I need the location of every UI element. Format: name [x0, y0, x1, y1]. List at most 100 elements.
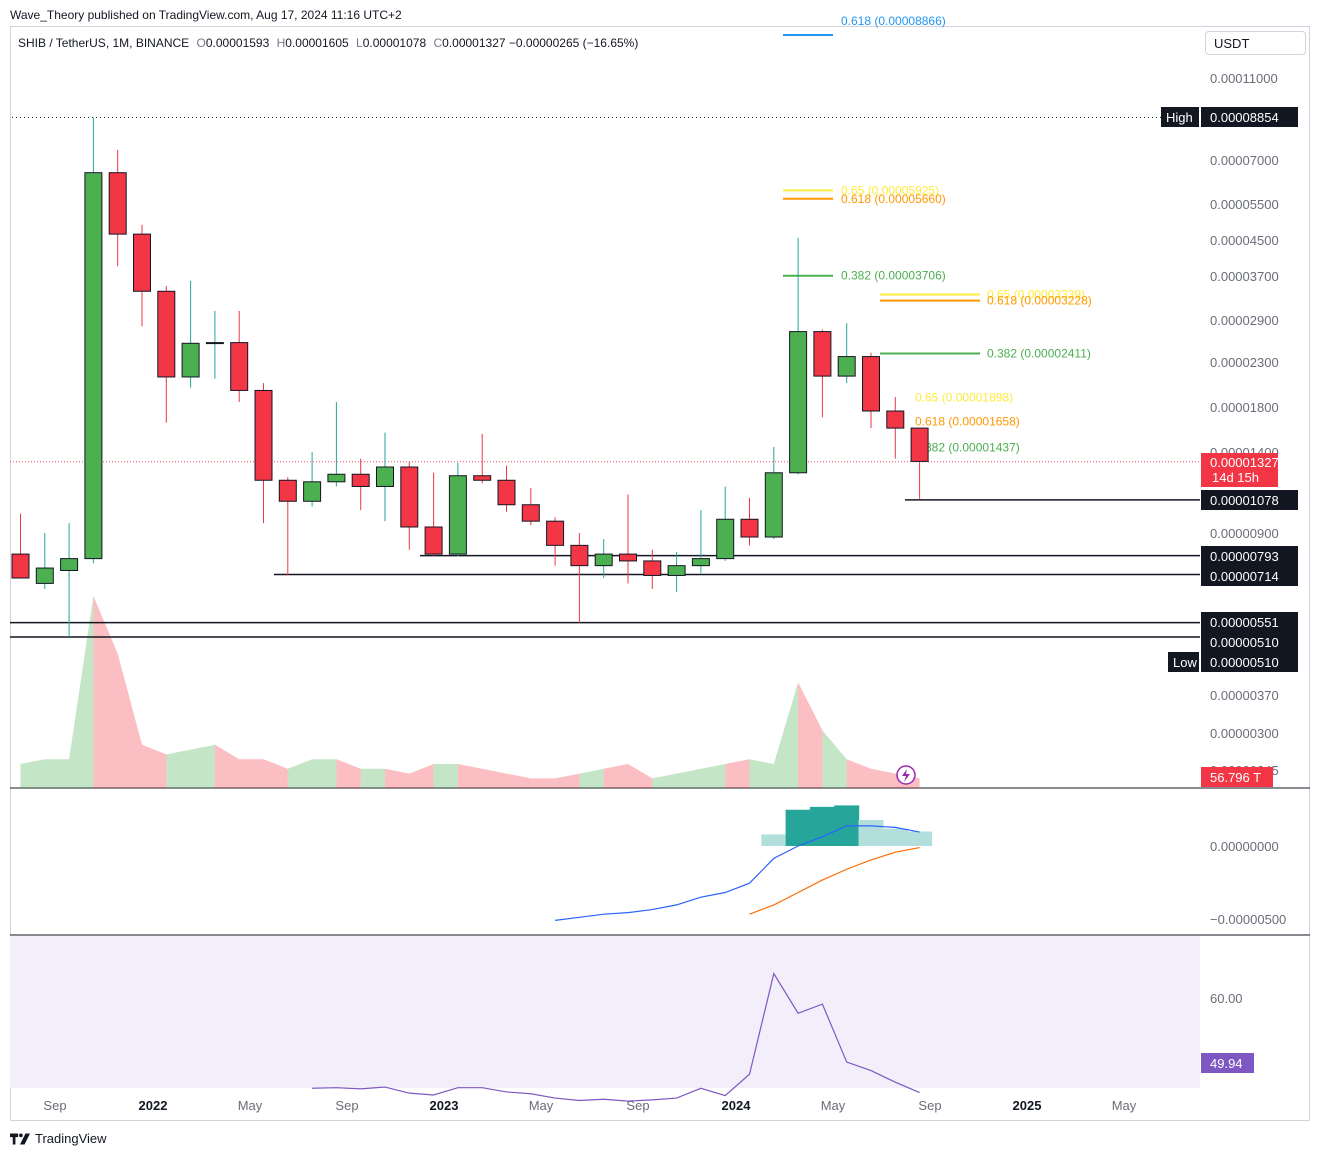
price-badge [1201, 632, 1298, 652]
volume-area-segment [482, 768, 507, 788]
volume-area-segment [530, 778, 556, 788]
candle-body [133, 233, 151, 292]
candle-body [691, 558, 710, 567]
volume-area-segment [822, 730, 847, 788]
price-axis-tick: 0.00005500 [1210, 197, 1279, 212]
fib-level-label: 0.65 (0.00003339) [987, 288, 1085, 302]
price-axis-tick: 0.00000900 [1210, 526, 1279, 541]
candle-body [546, 520, 565, 546]
fib-level-label: 0.382 (0.00002411) [987, 346, 1091, 360]
price-axis-tick: 0.00003700 [1210, 269, 1279, 284]
chart-frame [10, 26, 1310, 1121]
volume-area-segment [239, 759, 264, 788]
price-badge-label-box [1161, 107, 1199, 127]
time-axis-label: May [821, 1098, 846, 1113]
candle-body [837, 356, 856, 377]
tradingview-logo-icon [10, 1133, 30, 1144]
volume-area-segment [457, 764, 483, 788]
volume-area-segment [433, 764, 458, 788]
volume-area-segment [214, 744, 240, 788]
price-badge [1201, 107, 1298, 127]
low-key: L [356, 36, 363, 50]
candle-body [764, 472, 783, 538]
currency-selector[interactable]: USDT [1205, 31, 1306, 55]
volume-area-segment [385, 768, 410, 788]
price-badge [1201, 652, 1298, 672]
volume-area-segment [579, 768, 604, 788]
time-axis-label: Sep [43, 1098, 66, 1113]
volume-area-segment [142, 744, 167, 788]
macd-histogram-bar [907, 831, 933, 846]
rsi-value-badge [1201, 1053, 1254, 1073]
candle-body [327, 473, 346, 483]
candle-body [35, 567, 54, 584]
macd-histogram-bar [882, 828, 908, 846]
price-badge [1201, 566, 1298, 586]
volume-area-segment [409, 764, 434, 788]
price-badge-value: 0.00001078 [1210, 493, 1279, 508]
symbol-label[interactable]: SHIB / TetherUS, 1M, BINANCE [18, 36, 190, 50]
high-value: 0.00001605 [285, 36, 349, 50]
volume-area-segment [603, 764, 628, 788]
price-badge-value: 0.00000510 [1210, 655, 1279, 670]
macd-histogram-bar [761, 834, 787, 846]
volume-area-segment [312, 759, 337, 788]
price-badge [1201, 490, 1298, 510]
fib-level-label: 0.618 (0.00001658) [915, 415, 1020, 429]
price-axis-tick: 0.00002900 [1210, 313, 1279, 328]
volume-area-segment [69, 596, 94, 788]
price-badge-value: 0.00000714 [1210, 569, 1279, 584]
candle-body [303, 481, 322, 502]
close-key: C [433, 36, 443, 50]
candle-body [157, 290, 176, 378]
fib-level-label: 0.382 (0.00003706) [841, 269, 946, 283]
candle-body [60, 558, 79, 571]
volume-area-segment [287, 759, 313, 788]
candle-body [521, 504, 540, 522]
price-badge-value: 0.00000510 [1210, 635, 1279, 650]
volume-badge [1201, 767, 1273, 787]
rsi-value-text: 49.94 [1210, 1056, 1243, 1071]
volume-area-segment [846, 759, 871, 788]
volume-area-segment [166, 749, 191, 788]
volume-area-segment [652, 773, 677, 788]
price-badge [1201, 612, 1298, 632]
candle-body [424, 526, 443, 555]
candle-body [910, 427, 929, 462]
candle-body [619, 553, 637, 562]
candle-body [181, 342, 200, 378]
price-badge-label: Low [1173, 655, 1197, 670]
fib-level-label: 0.65 (0.00001898) [915, 390, 1013, 404]
price-badge-value: 0.00000793 [1210, 549, 1279, 564]
volume-area-segment [20, 759, 45, 788]
change-value: −0.00000265 (−16.65%) [508, 36, 639, 50]
time-axis-label: May [238, 1098, 263, 1113]
price-axis-tick: 0.00000300 [1210, 726, 1279, 741]
volume-badge-value: 56.796 T [1210, 770, 1261, 785]
volume-area-segment [555, 773, 580, 788]
volume-area-segment [506, 773, 531, 788]
candle-body [667, 565, 686, 576]
volume-area-segment [336, 759, 361, 788]
ohlc-legend: SHIB / TetherUS, 1M, BINANCE O0.00001593… [18, 36, 638, 50]
candle-body [448, 475, 467, 555]
price-axis-tick: 0.00004500 [1210, 233, 1279, 248]
candle-body [400, 466, 419, 528]
price-badge [1201, 546, 1298, 566]
publisher-text: Wave_Theory published on TradingView.com… [10, 8, 402, 22]
tradingview-brand[interactable]: TradingView [10, 1131, 107, 1146]
rsi-line [312, 972, 920, 1102]
candle-body [278, 479, 297, 502]
volume-area-segment [44, 759, 70, 788]
volume-area-segment [725, 759, 750, 788]
time-axis-label: 2023 [430, 1098, 459, 1113]
candle-body [254, 389, 273, 481]
volume-area-segment [190, 744, 215, 788]
price-axis-tick: 0.00001800 [1210, 400, 1279, 415]
time-axis-label: Sep [626, 1098, 649, 1113]
time-axis-label: May [529, 1098, 554, 1113]
candle-body [11, 553, 30, 579]
candle-body [886, 410, 905, 429]
last-price-badge [1201, 453, 1278, 487]
